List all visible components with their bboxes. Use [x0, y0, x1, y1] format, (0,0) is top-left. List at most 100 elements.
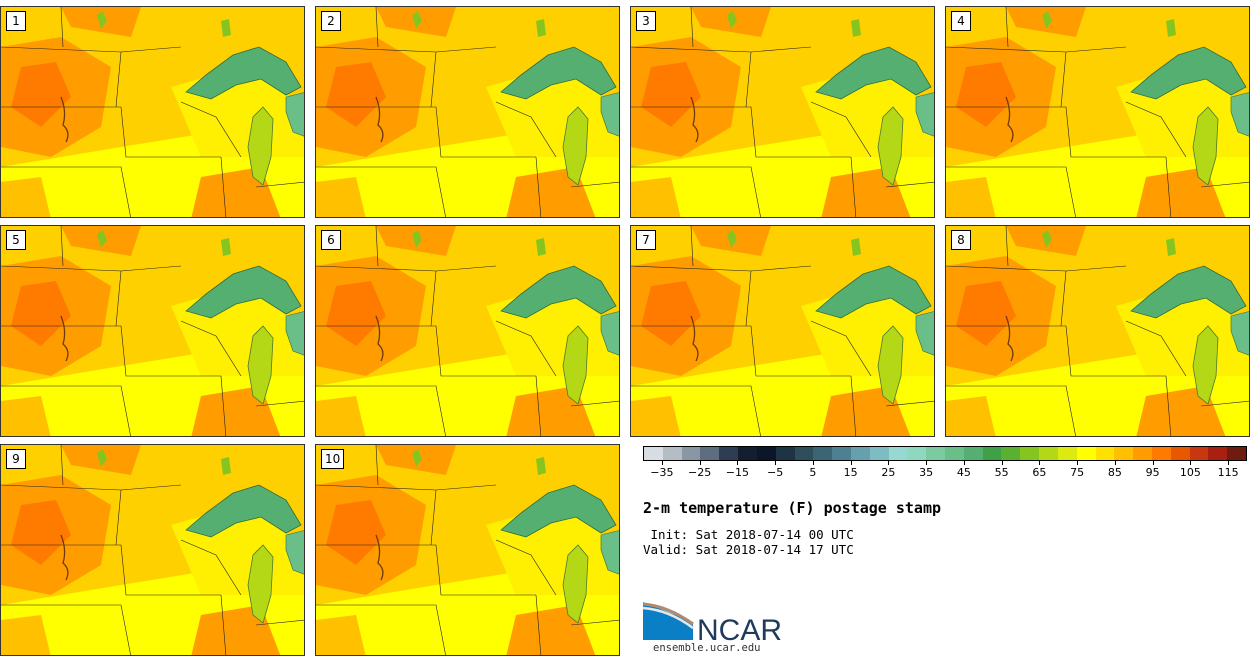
colorbar-swatch [1133, 447, 1152, 460]
colorbar-tick-mark [775, 461, 777, 465]
colorbar-swatch [719, 447, 739, 460]
map-panel-3: 3 [630, 6, 935, 218]
colorbar-swatch [1151, 447, 1171, 460]
colorbar-swatch [1189, 447, 1209, 460]
colorbar-tick-mark [1001, 461, 1003, 465]
colorbar-tick-label: 55 [994, 466, 1009, 479]
colorbar-tick-label: 45 [956, 466, 971, 479]
valid-time: Valid: Sat 2018-07-14 17 UTC [643, 542, 854, 557]
temperature-map [1, 445, 304, 655]
colorbar-swatch [813, 447, 833, 460]
colorbar-swatch [775, 447, 795, 460]
temperature-map [1, 7, 304, 217]
colorbar-swatch [738, 447, 757, 460]
map-panel-6: 6 [315, 225, 620, 437]
panel-number: 8 [951, 230, 971, 250]
colorbar-tick-mark [661, 461, 663, 465]
colorbar-swatch [700, 447, 720, 460]
colorbar-tick-mark [1190, 461, 1192, 465]
colorbar-swatch [1208, 447, 1228, 460]
colorbar-swatch [963, 447, 983, 460]
temperature-map [316, 7, 619, 217]
colorbar-swatch [681, 447, 701, 460]
colorbar-tick-label: −35 [650, 466, 674, 479]
colorbar-tick-label: 5 [809, 466, 817, 479]
colorbar-tick-mark [1228, 461, 1230, 465]
colorbar-tick-label: 115 [1217, 466, 1239, 479]
logo-url: ensemble.ucar.edu [653, 642, 761, 654]
map-panel-1: 1 [0, 6, 305, 218]
colorbar-swatch [832, 447, 851, 460]
colorbar-swatch [945, 447, 964, 460]
temperature-map [316, 445, 619, 655]
colorbar-tick-label: 95 [1145, 466, 1160, 479]
temperature-map [946, 226, 1249, 436]
map-panel-2: 2 [315, 6, 620, 218]
panel-number: 9 [6, 449, 26, 469]
colorbar-swatch [888, 447, 908, 460]
panel-number: 3 [636, 11, 656, 31]
colorbar-tick-mark [737, 461, 739, 465]
colorbar-tick-mark [963, 461, 965, 465]
colorbar-tick-mark [1039, 461, 1041, 465]
init-time: Init: Sat 2018-07-14 00 UTC [643, 527, 854, 542]
colorbar-tick-mark [812, 461, 814, 465]
colorbar-swatch [1001, 447, 1021, 460]
colorbar-swatch [1170, 447, 1190, 460]
colorbar-tick-label: 35 [919, 466, 934, 479]
colorbar-tick-label: 105 [1179, 466, 1201, 479]
map-panel-7: 7 [630, 225, 935, 437]
panel-number: 2 [321, 11, 341, 31]
panel-number: 1 [6, 11, 26, 31]
colorbar-swatch [1076, 447, 1096, 460]
svg-text:NCAR: NCAR [697, 614, 782, 642]
colorbar-tick-mark [888, 461, 890, 465]
temperature-map [1, 226, 304, 436]
colorbar-swatch [1114, 447, 1134, 460]
colorbar-tick-mark [1152, 461, 1154, 465]
colorbar-swatch [850, 447, 870, 460]
map-panel-8: 8 [945, 225, 1250, 437]
colorbar-swatch [926, 447, 945, 460]
colorbar-swatch [982, 447, 1002, 460]
panel-number: 6 [321, 230, 341, 250]
temperature-map [946, 7, 1249, 217]
colorbar-tick-label: −5 [767, 466, 784, 479]
colorbar-tick-label: 85 [1107, 466, 1122, 479]
panel-number: 4 [951, 11, 971, 31]
colorbar-tick-label: 15 [843, 466, 858, 479]
colorbar-tick-mark [1114, 461, 1116, 465]
colorbar-swatch [1227, 447, 1246, 460]
colorbar-tick-mark [699, 461, 701, 465]
map-panel-10: 10 [315, 444, 620, 656]
colorbar-swatch [644, 447, 663, 460]
panel-number: 10 [321, 449, 345, 469]
colorbar-swatch [1057, 447, 1077, 460]
colorbar-tick-label: −15 [725, 466, 749, 479]
colorbar-tick-label: 65 [1032, 466, 1047, 479]
colorbar-tick-label: 25 [881, 466, 896, 479]
panel-number: 7 [636, 230, 656, 250]
temperature-map [631, 7, 934, 217]
colorbar-swatch [662, 447, 682, 460]
colorbar-tick-mark [850, 461, 852, 465]
colorbar-tick-mark [1077, 461, 1079, 465]
temperature-map [631, 226, 934, 436]
panel-number: 5 [6, 230, 26, 250]
map-panel-4: 4 [945, 6, 1250, 218]
colorbar-tick-label: 75 [1070, 466, 1085, 479]
colorbar-swatch [1095, 447, 1115, 460]
chart-title: 2-m temperature (F) postage stamp [643, 499, 942, 517]
colorbar-swatch [1039, 447, 1058, 460]
ncar-logo: NCAR [643, 602, 782, 642]
map-panel-9: 9 [0, 444, 305, 656]
colorbar-swatch [907, 447, 927, 460]
temperature-map [316, 226, 619, 436]
colorbar-tick-mark [926, 461, 928, 465]
colorbar-swatch [756, 447, 776, 460]
temperature-colorbar [643, 446, 1247, 461]
colorbar-swatch [1020, 447, 1040, 460]
colorbar-swatch [794, 447, 814, 460]
colorbar-swatch [869, 447, 889, 460]
colorbar-tick-label: −25 [688, 466, 712, 479]
